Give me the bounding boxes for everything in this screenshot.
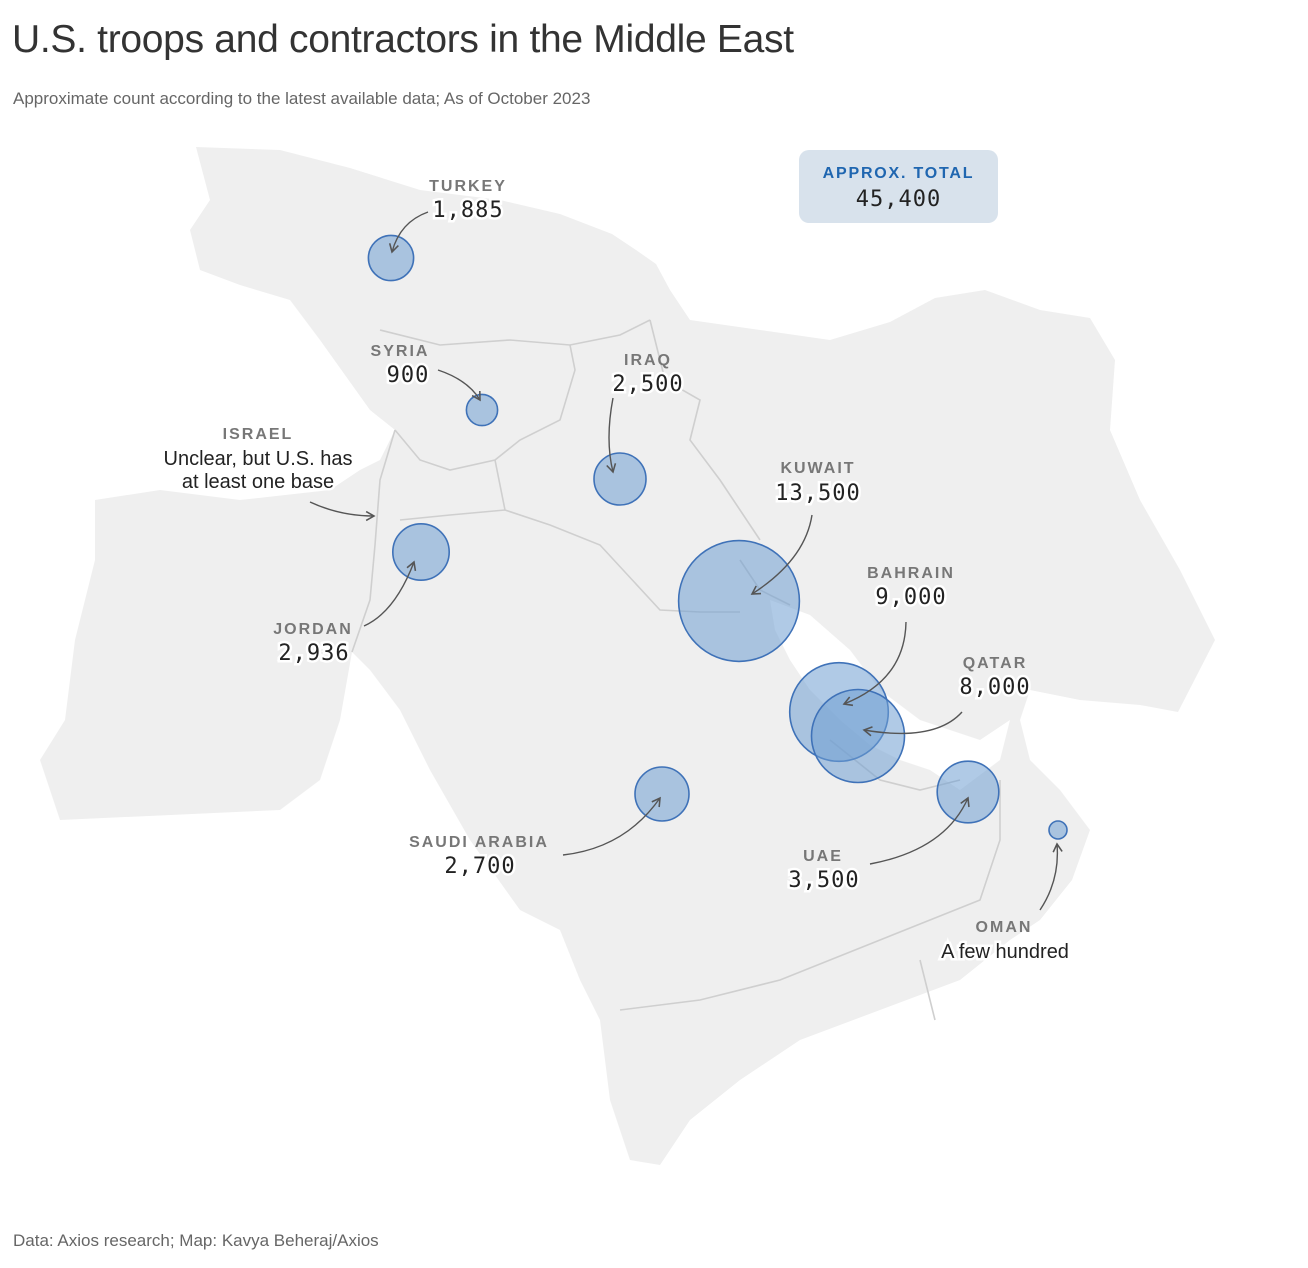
land-mass xyxy=(40,147,1215,1165)
label-qatar-name: QATAR xyxy=(963,655,1028,672)
bubble-jordan xyxy=(391,522,450,581)
label-iraq-name: IRAQ xyxy=(624,352,672,369)
label-turkey-value: 1,885 xyxy=(432,198,503,223)
bubble-saudi-arabia xyxy=(634,766,690,822)
label-israel-note-2: at least one base xyxy=(182,471,334,493)
label-israel-name: ISRAEL xyxy=(223,426,294,443)
label-kuwait-name: KUWAIT xyxy=(780,460,855,477)
arrow-saudi xyxy=(562,796,661,856)
arrow-syria xyxy=(437,369,481,402)
leader-lines xyxy=(309,211,1063,911)
label-bahrain-name: BAHRAIN xyxy=(867,565,955,582)
arrow-qatar xyxy=(862,711,963,737)
bubble-syria xyxy=(465,393,499,427)
arrow-israel xyxy=(309,501,376,522)
arrow-turkey xyxy=(388,211,429,254)
label-saudi-value: 2,700 xyxy=(444,854,515,879)
bubble-uae xyxy=(936,760,1000,824)
label-syria-value: 900 xyxy=(387,363,430,388)
label-jordan-name: JORDAN xyxy=(273,621,353,638)
label-iraq-value: 2,500 xyxy=(612,372,683,397)
arrow-jordan xyxy=(363,560,417,627)
label-layer: TURKEY 1,885 SYRIA 900 IRAQ 2,500 ISRAEL… xyxy=(161,178,1071,966)
chart-title: U.S. troops and contractors in the Middl… xyxy=(12,18,794,61)
bubble-oman xyxy=(1048,820,1068,840)
arrow-oman xyxy=(1039,842,1063,911)
arrow-uae xyxy=(869,796,970,865)
label-saudi-name: SAUDI ARABIA xyxy=(409,834,549,851)
label-oman-name: OMAN xyxy=(976,919,1033,936)
label-israel-note-1: Unclear, but U.S. has xyxy=(164,448,353,470)
label-uae-name: UAE xyxy=(803,848,843,865)
total-box: APPROX. TOTAL 45,400 xyxy=(799,150,998,223)
bubble-kuwait xyxy=(677,539,801,663)
persian-gulf xyxy=(770,600,1010,790)
source-credit: Data: Axios research; Map: Kavya Beheraj… xyxy=(13,1231,379,1250)
label-jordan-value: 2,936 xyxy=(278,641,349,666)
label-qatar-value: 8,000 xyxy=(959,675,1030,700)
label-syria-name: SYRIA xyxy=(371,343,430,360)
label-kuwait-value: 13,500 xyxy=(775,481,860,506)
arrow-kuwait xyxy=(750,514,813,595)
total-value: 45,400 xyxy=(855,187,942,212)
arrow-bahrain xyxy=(842,621,907,707)
bubble-turkey xyxy=(367,234,415,282)
bubble-qatar xyxy=(810,688,906,784)
label-oman-note: A few hundred xyxy=(941,941,1069,963)
total-label: APPROX. TOTAL xyxy=(822,165,975,182)
label-turkey-name: TURKEY xyxy=(429,178,507,195)
chart-subtitle: Approximate count according to the lates… xyxy=(13,89,591,108)
red-sea xyxy=(352,652,600,1100)
arrow-iraq xyxy=(606,397,617,474)
bubble-iraq xyxy=(593,452,647,506)
label-bahrain-value: 9,000 xyxy=(875,585,946,610)
label-uae-value: 3,500 xyxy=(788,868,859,893)
